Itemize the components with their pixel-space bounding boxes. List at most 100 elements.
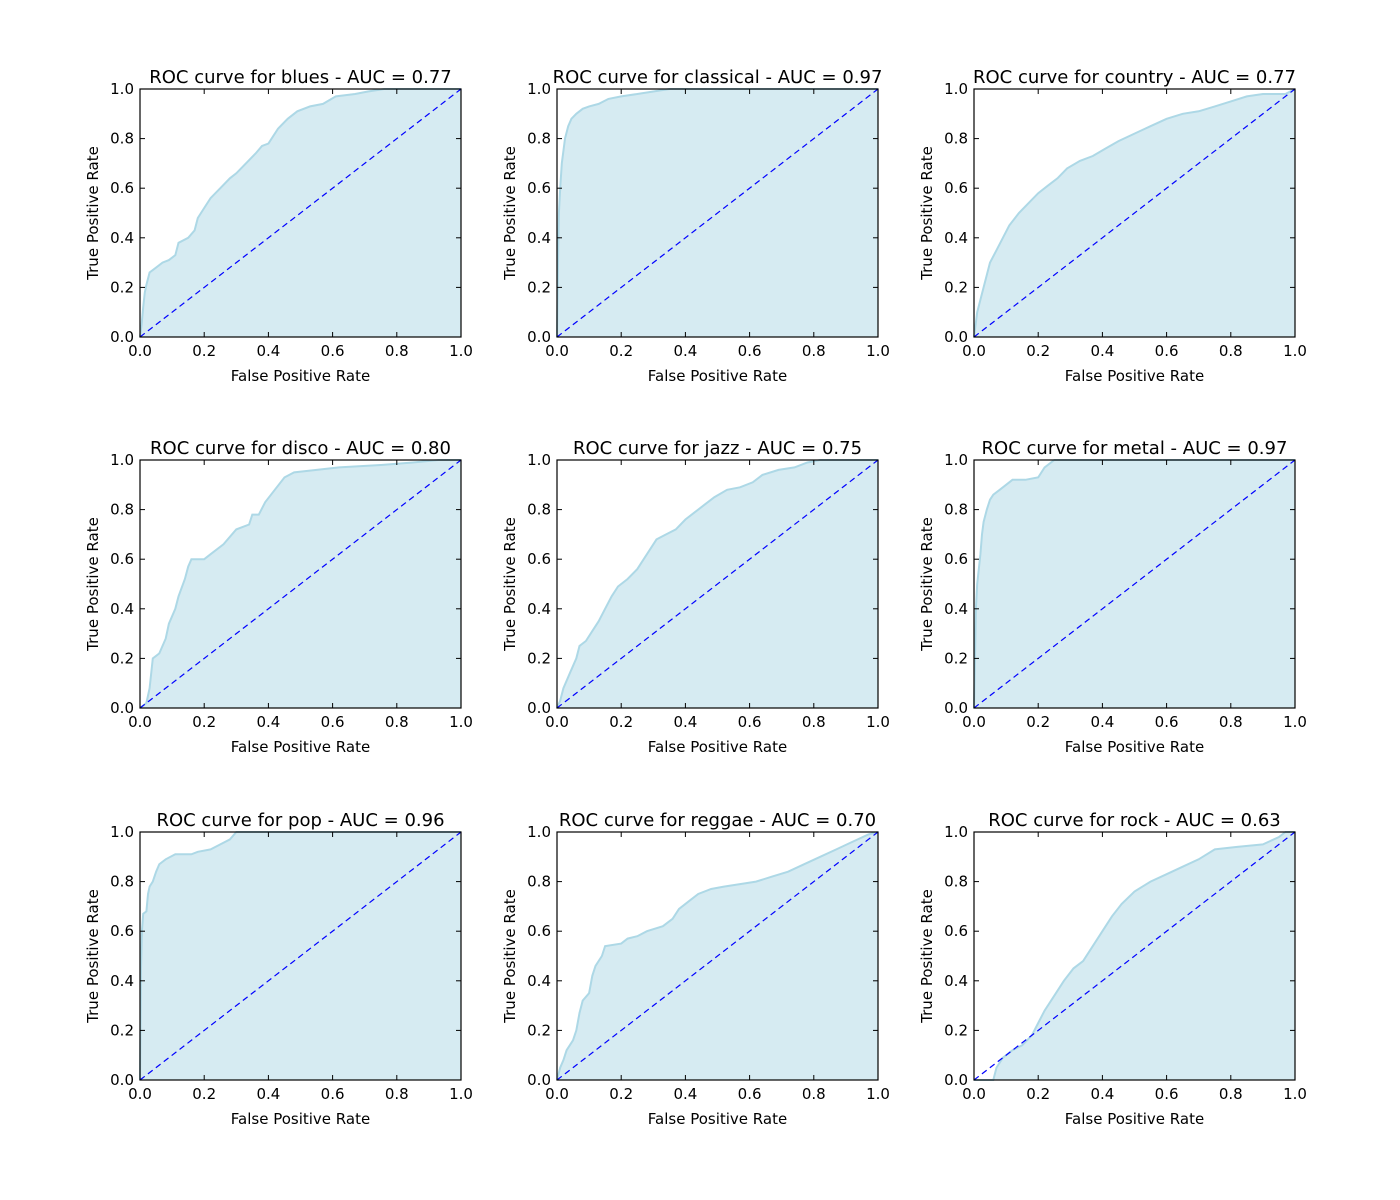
y-tick-label: 0.2 — [110, 1021, 134, 1039]
roc-curve-line — [556, 831, 879, 1081]
x-tick-label: 0.2 — [609, 1085, 633, 1103]
x-tick-label: 1.0 — [449, 713, 473, 731]
y-tick-label: 0.4 — [944, 972, 968, 990]
y-tick-label: 0.0 — [110, 1071, 134, 1089]
axes-frame — [556, 459, 879, 709]
chart-title: ROC curve for reggae - AUC = 0.70 — [559, 810, 876, 831]
x-axis-label: False Positive Rate — [231, 367, 370, 385]
y-tick-label: 1.0 — [944, 451, 968, 469]
axes-frame — [556, 831, 879, 1081]
y-tick-label: 1.0 — [527, 80, 551, 98]
y-tick-label: 0.8 — [110, 130, 134, 148]
y-tick-label: 0.4 — [527, 972, 551, 990]
chart-title: ROC curve for classical - AUC = 0.97 — [553, 67, 883, 88]
x-tick-label: 0.2 — [1026, 713, 1050, 731]
chance-diagonal-line — [556, 831, 879, 1081]
axes-frame — [139, 88, 462, 338]
x-tick-label: 0.4 — [673, 713, 697, 731]
x-tick-label: 0.4 — [256, 342, 280, 360]
x-tick-label: 0.2 — [192, 342, 216, 360]
y-tick-label: 1.0 — [110, 451, 134, 469]
y-tick-label: 0.2 — [944, 1021, 968, 1039]
roc-curve-line — [139, 459, 461, 709]
chance-diagonal-line — [139, 88, 462, 338]
y-tick-label: 0.6 — [527, 922, 551, 940]
axes-frame — [139, 459, 462, 709]
chart-title: ROC curve for metal - AUC = 0.97 — [982, 438, 1288, 459]
x-tick-label: 0.2 — [609, 713, 633, 731]
y-tick-label: 0.8 — [944, 873, 968, 891]
roc-panel-3: 0.0 0.2 0.4 0.6 0.8 1.0 0.0 0.2 0.4 0.6 0.8 1.0 ROC … — [84, 438, 473, 756]
axes-frame — [973, 831, 1296, 1081]
y-tick-label: 0.2 — [944, 649, 968, 667]
x-axis-label: False Positive Rate — [648, 1110, 787, 1128]
x-tick-label: 0.4 — [256, 1085, 280, 1103]
y-tick-label: 0.6 — [110, 550, 134, 568]
x-tick-label: 0.2 — [1026, 342, 1050, 360]
chart-title: ROC curve for disco - AUC = 0.80 — [150, 438, 451, 459]
x-tick-label: 0.8 — [385, 342, 409, 360]
chance-diagonal-line — [556, 88, 879, 338]
y-tick-label: 0.4 — [944, 600, 968, 618]
x-tick-label: 0.8 — [385, 713, 409, 731]
y-axis-label: True Positive Rate — [501, 517, 519, 652]
chart-title: ROC curve for jazz - AUC = 0.75 — [573, 438, 862, 459]
y-tick-label: 0.8 — [527, 130, 551, 148]
x-tick-label: 1.0 — [866, 1085, 890, 1103]
chart-title: ROC curve for pop - AUC = 0.96 — [156, 810, 444, 831]
y-tick-label: 0.2 — [527, 278, 551, 296]
x-tick-label: 0.0 — [962, 1085, 986, 1103]
x-tick-label: 0.8 — [802, 1085, 826, 1103]
x-tick-label: 0.6 — [321, 342, 345, 360]
x-tick-label: 0.6 — [738, 713, 762, 731]
y-tick-label: 0.6 — [944, 179, 968, 197]
x-axis-label: False Positive Rate — [1065, 1110, 1204, 1128]
x-axis-label: False Positive Rate — [648, 738, 787, 756]
y-axis-label: True Positive Rate — [84, 517, 102, 652]
y-tick-label: 0.8 — [110, 873, 134, 891]
y-tick-label: 0.6 — [110, 179, 134, 197]
x-tick-label: 0.6 — [738, 342, 762, 360]
y-tick-label: 0.6 — [944, 550, 968, 568]
roc-panel-7: 0.0 0.2 0.4 0.6 0.8 1.0 0.0 0.2 0.4 0.6 0.8 1.0 ROC … — [501, 810, 890, 1128]
y-tick-label: 0.0 — [944, 328, 968, 346]
y-tick-label: 0.2 — [110, 649, 134, 667]
axes-frame — [973, 88, 1296, 338]
x-tick-label: 0.6 — [321, 713, 345, 731]
x-tick-label: 1.0 — [866, 713, 890, 731]
y-tick-label: 0.4 — [110, 600, 134, 618]
chance-diagonal-line — [973, 88, 1296, 338]
x-axis-label: False Positive Rate — [1065, 367, 1204, 385]
y-tick-label: 0.8 — [110, 501, 134, 519]
axes-frame — [973, 459, 1296, 709]
y-tick-label: 0.2 — [110, 278, 134, 296]
x-tick-label: 0.2 — [1026, 1085, 1050, 1103]
y-tick-label: 0.4 — [527, 600, 551, 618]
y-axis-label: True Positive Rate — [84, 146, 102, 281]
x-tick-label: 0.4 — [1090, 1085, 1114, 1103]
chance-diagonal-line — [556, 459, 879, 709]
x-tick-label: 1.0 — [1283, 1085, 1307, 1103]
x-tick-label: 0.4 — [673, 342, 697, 360]
y-tick-label: 0.4 — [110, 229, 134, 247]
x-tick-label: 0.0 — [545, 713, 569, 731]
chance-diagonal-line — [139, 459, 462, 709]
x-tick-label: 0.2 — [609, 342, 633, 360]
x-axis-label: False Positive Rate — [231, 1110, 370, 1128]
x-tick-label: 0.8 — [1219, 713, 1243, 731]
roc-panel-2: 0.0 0.2 0.4 0.6 0.8 1.0 0.0 0.2 0.4 0.6 0.8 1.0 ROC … — [918, 67, 1307, 385]
x-tick-label: 0.4 — [1090, 342, 1114, 360]
x-tick-label: 1.0 — [866, 342, 890, 360]
y-tick-label: 0.0 — [527, 1071, 551, 1089]
x-tick-label: 0.0 — [128, 713, 152, 731]
x-tick-label: 1.0 — [449, 1085, 473, 1103]
y-tick-label: 1.0 — [944, 823, 968, 841]
x-tick-label: 0.4 — [256, 713, 280, 731]
chance-diagonal-line — [139, 831, 462, 1081]
axes-frame — [556, 88, 879, 338]
y-axis-label: True Positive Rate — [918, 517, 936, 652]
y-axis-label: True Positive Rate — [918, 889, 936, 1024]
x-tick-label: 0.4 — [673, 1085, 697, 1103]
y-tick-label: 0.0 — [527, 328, 551, 346]
x-axis-label: False Positive Rate — [231, 738, 370, 756]
